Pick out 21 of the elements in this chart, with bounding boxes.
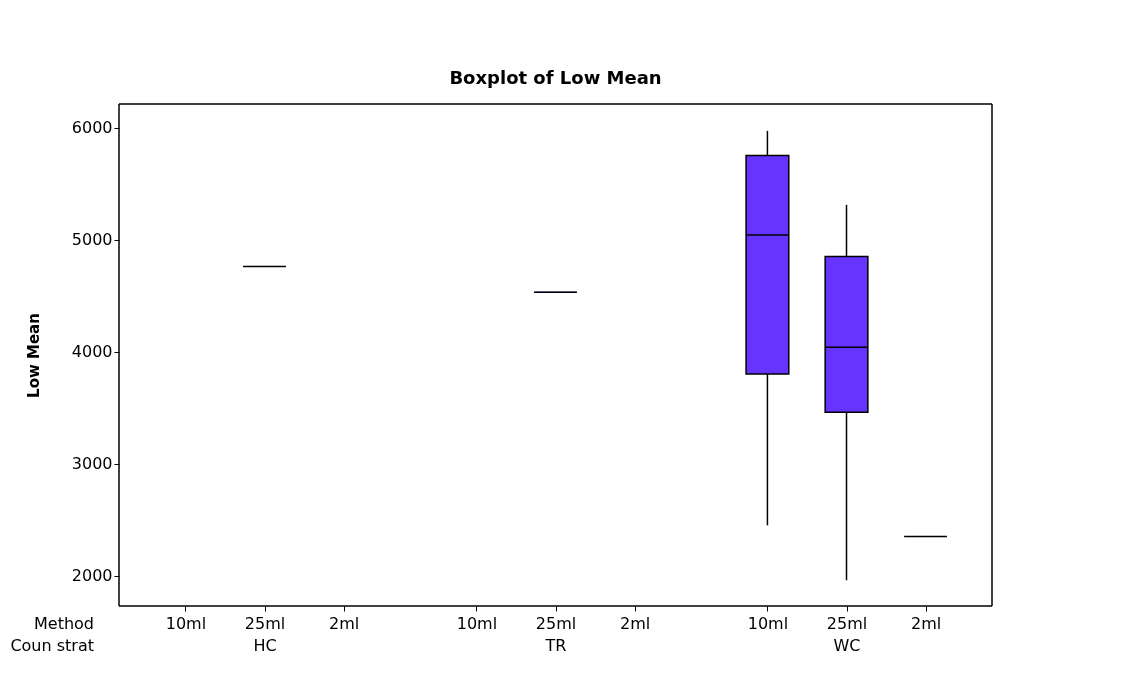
y-tick-label: 3000 (71, 454, 113, 474)
chart-title: Boxplot of Low Mean (449, 67, 662, 88)
y-axis-title: Low Mean (24, 313, 43, 398)
x-tick-label: 2ml (910, 613, 942, 633)
x-tick-label: 10ml (165, 613, 207, 633)
x-tick-label: 2ml (619, 613, 651, 633)
x-tick-label: 10ml (747, 613, 789, 633)
y-tick-label: 2000 (71, 566, 113, 586)
y-tick-label: 6000 (71, 118, 113, 138)
x-axis-title: TR (544, 635, 567, 655)
text: Coun strat (10, 636, 94, 655)
x-tick-label: 25ml (535, 613, 577, 633)
y-tick-label: 4000 (71, 342, 113, 362)
x-tick-label: 25ml (826, 613, 868, 633)
x-axis-title: HC (253, 635, 277, 655)
text: Method (33, 614, 94, 633)
x-tick-label: 25ml (244, 613, 286, 633)
x-tick-label: 2ml (328, 613, 360, 633)
x-axis-title: WC (833, 635, 861, 655)
y-tick-label: 5000 (71, 230, 113, 250)
x-tick-label: 10ml (456, 613, 498, 633)
